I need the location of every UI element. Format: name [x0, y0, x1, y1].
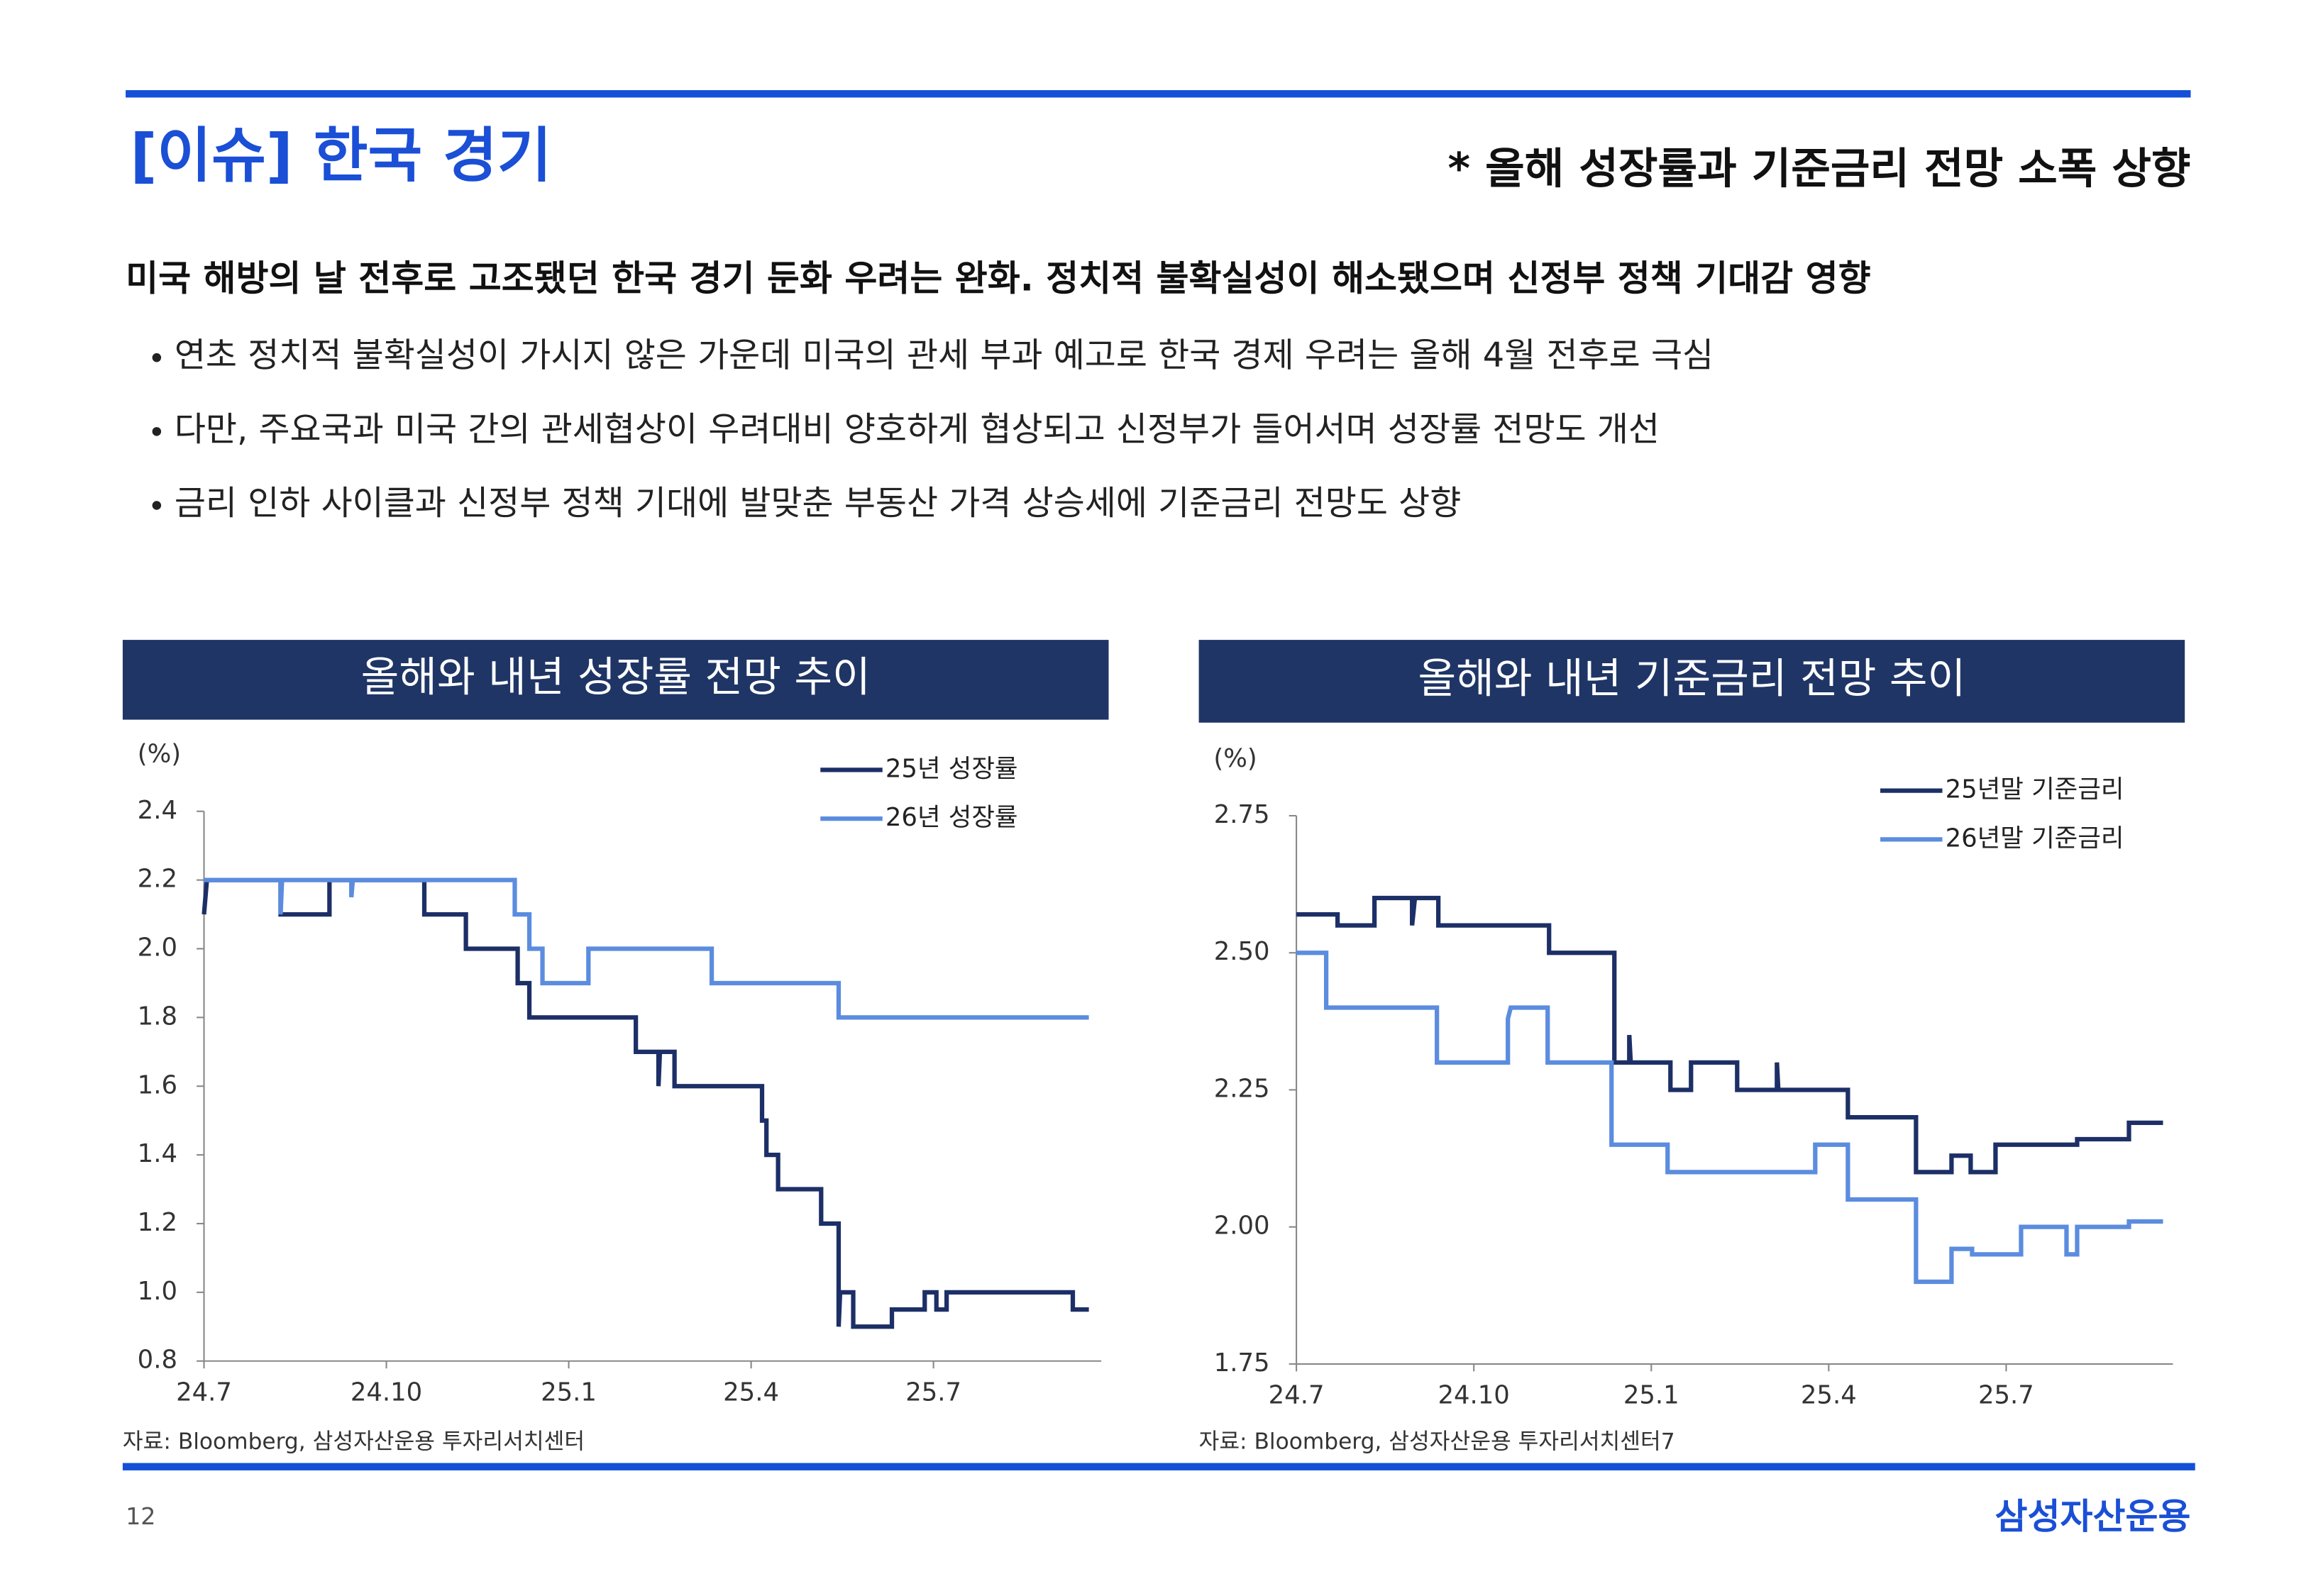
panel-header [1198, 640, 2185, 723]
x-tick-label: 25.1 [541, 1378, 597, 1407]
chart-title: 올해와 내년 성장률 전망 추이 [361, 653, 871, 701]
y-tick-label: 1.4 [138, 1139, 177, 1168]
y-tick-label: 1.2 [138, 1208, 177, 1237]
chart-title: 올해와 내년 기준금리 전망 추이 [1418, 655, 1965, 703]
y-tick-label: 1.6 [138, 1070, 177, 1099]
page-title: [이슈] 한국 경기 [130, 121, 551, 190]
y-tick-label: 2.4 [138, 796, 177, 825]
brand: 삼성자산운용 [1995, 1496, 2191, 1537]
series-line [1296, 951, 2163, 1285]
top-rule [126, 90, 2191, 98]
bullet-text: 연초 정치적 불확실성이 가시지 않은 가운데 미국의 관세 부과 예고로 한국… [175, 336, 1714, 375]
series-line [202, 877, 1089, 1329]
x-tick-label: 25.4 [1801, 1381, 1857, 1410]
y-tick-label: 0.8 [138, 1346, 177, 1375]
x-tick-label: 24.10 [351, 1378, 422, 1407]
x-tick-label: 25.1 [1623, 1381, 1679, 1410]
x-tick-label: 25.7 [1978, 1381, 2034, 1410]
x-tick-label: 24.10 [1438, 1381, 1509, 1410]
y-tick-label: 1.8 [138, 1002, 177, 1031]
legend-label: 26년 성장률 [886, 803, 1018, 832]
x-tick-label: 25.4 [723, 1378, 779, 1407]
y-tick-label: 2.0 [138, 933, 177, 963]
y-tick-label: 2.50 [1214, 937, 1270, 966]
y-unit: (%) [138, 740, 181, 769]
bullet-text: 금리 인하 사이클과 신정부 정책 기대에 발맞춘 부동산 가격 상승세에 기준… [175, 484, 1461, 523]
series-line [1296, 895, 2163, 1175]
legend-label: 26년말 기준금리 [1946, 824, 2124, 853]
x-tick-label: 25.7 [905, 1378, 961, 1407]
bottom-rule [122, 1463, 2195, 1470]
y-tick-label: 2.2 [138, 865, 177, 894]
bullet-dot [152, 427, 162, 436]
legend-label: 25년말 기준금리 [1946, 775, 2124, 804]
headline: 미국 해방의 날 전후로 고조됐던 한국 경기 둔화 우려는 완화. 정치적 불… [126, 257, 1871, 299]
y-tick-label: 2.75 [1214, 800, 1270, 829]
page-subtitle: * 올해 성장률과 기준금리 전망 소폭 상향 [1448, 144, 2191, 194]
y-tick-label: 2.25 [1214, 1074, 1270, 1103]
source-note: 자료: Bloomberg, 삼성자산운용 투자리서치센터 [123, 1429, 585, 1454]
legend-label: 25년 성장률 [886, 754, 1018, 783]
panel-header [122, 640, 1109, 720]
source-note: 자료: Bloomberg, 삼성자산운용 투자리서치센터7 [1199, 1429, 1675, 1454]
bullet-text: 다만, 주요국과 미국 간의 관세협상이 우려대비 양호하게 협상되고 신정부가… [175, 410, 1660, 449]
y-tick-label: 2.00 [1214, 1212, 1270, 1241]
page-number: 12 [126, 1502, 155, 1530]
bullet-dot [152, 353, 162, 362]
y-unit: (%) [1213, 744, 1257, 773]
bullet-dot [152, 501, 162, 510]
x-tick-label: 24.7 [176, 1378, 232, 1407]
y-tick-label: 1.0 [138, 1277, 177, 1306]
y-tick-label: 1.75 [1214, 1348, 1270, 1378]
x-tick-label: 24.7 [1269, 1381, 1325, 1410]
series-line [204, 877, 1089, 1020]
